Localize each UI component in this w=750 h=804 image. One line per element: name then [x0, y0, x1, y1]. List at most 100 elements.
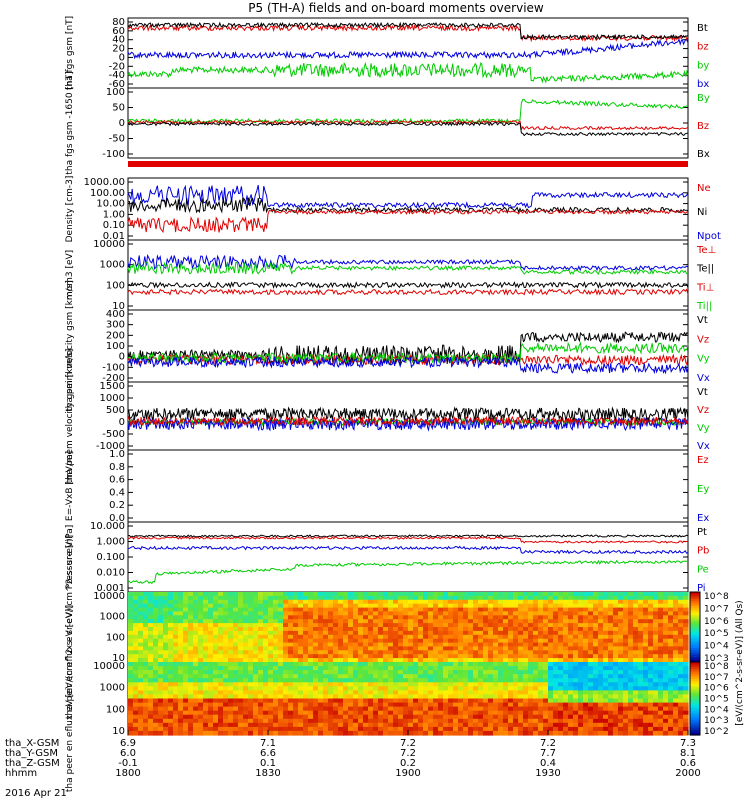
legend-entry: Pb — [697, 546, 709, 557]
y-tick-label: 100 — [106, 280, 125, 291]
trace-By — [127, 98, 689, 125]
x-tick-label: 6.6 — [260, 748, 276, 759]
y-tick-label: 0.2 — [109, 500, 125, 511]
x-tick-label: -0.1 — [118, 758, 138, 769]
y-tick-label: 40 — [112, 35, 125, 46]
colorbar-tick: 10^3 — [704, 716, 729, 726]
y-tick-label: 1.00 — [103, 209, 125, 220]
y-tick-label: 100 — [106, 341, 125, 352]
y-tick-label: 0.001 — [96, 583, 125, 594]
x-tick-label: 6.9 — [120, 738, 136, 749]
y-tick-label: 0.8 — [109, 462, 125, 473]
panel-ylabel: Pressure [nPa] — [65, 525, 75, 590]
y-tick-label: 1000 — [100, 393, 125, 404]
colorbar-tick: 10^2 — [704, 727, 729, 737]
y-tick-label: 10000 — [93, 239, 125, 250]
y-tick-label: 300 — [106, 320, 125, 331]
legend-entry: bx — [697, 79, 709, 90]
y-tick-label: 10 — [112, 301, 125, 312]
y-tick-label: 0.100 — [96, 552, 125, 563]
x-tick-label: 6.0 — [120, 748, 136, 759]
x-tick-label: 1800 — [115, 768, 140, 779]
colorbar-tick: 10^8 — [704, 592, 729, 602]
panel-ylabel: E=-VxB [mV/m] — [65, 451, 75, 521]
x-row-label: tha_X-GSM — [5, 738, 59, 749]
y-tick-label: -100 — [102, 149, 125, 160]
y-tick-label: 0.01 — [103, 231, 125, 242]
legend-entry: Bx — [697, 149, 710, 160]
legend-entry: Ti|| — [696, 301, 712, 312]
y-tick-label: 0 — [119, 52, 125, 63]
y-tick-label: 0 — [119, 118, 125, 129]
colorbar-tick: 10^5 — [704, 695, 729, 705]
trace-vz — [127, 353, 689, 367]
trace-pt — [127, 534, 689, 538]
y-tick-label: 100 — [106, 704, 125, 715]
colorbar: 10^810^710^610^510^410^310^810^710^610^5… — [689, 591, 745, 737]
y-tick-label: 10000 — [93, 661, 125, 672]
y-tick-label: 10 — [112, 726, 125, 737]
y-tick-label: -200 — [102, 373, 125, 384]
y-tick-label: 1500 — [100, 381, 125, 392]
panel-vi: tha peim velocity gsm [km/s] 400300200100… — [65, 280, 710, 412]
x-tick-label: 7.3 — [680, 738, 696, 749]
legend-entry: Ti⊥ — [696, 282, 714, 293]
trace-ti-perp — [127, 253, 689, 272]
legend-entry: Bz — [697, 121, 709, 132]
colorbar-frame — [689, 661, 701, 736]
legend-entry: Pe — [697, 564, 709, 575]
y-tick-label: -100 — [102, 362, 125, 373]
panel-ylabel: tha fgs gsm -1650 [nT] — [65, 71, 75, 174]
legend-entry: bz — [697, 42, 709, 53]
trace-ni — [127, 197, 689, 215]
y-tick-label: 10.00 — [96, 199, 125, 210]
date-label: 2016 Apr 21 — [5, 788, 67, 799]
trace-bx — [127, 37, 689, 60]
x-tick-label: 1930 — [535, 768, 560, 779]
trace-e-vt — [127, 406, 689, 422]
y-tick-label: 0 — [119, 352, 125, 363]
y-tick-label: 0.010 — [96, 568, 125, 579]
y-tick-label: 200 — [106, 330, 125, 341]
y-tick-label: 80 — [112, 17, 125, 28]
trace-e-vx — [127, 416, 689, 432]
y-tick-label: 1000 — [100, 260, 125, 271]
y-tick-label: 100.00 — [90, 188, 125, 199]
y-tick-label: 10.000 — [90, 521, 125, 532]
x-tick-label: 0.1 — [260, 758, 276, 769]
trace-bz — [128, 23, 689, 43]
panel-exb: E=-VxB [mV/m] 1.0 0.8 0.60.4 0.2 0.0 Ez Ey Ex — [65, 449, 709, 524]
panel-ylabel: tha peer en eflux eV [eV/(cm^2-s- sr-eV)… — [65, 605, 75, 792]
legend-entry: Vt — [697, 315, 708, 326]
legend-entry: By — [697, 93, 710, 104]
y-tick-label: 1.0 — [109, 449, 125, 460]
panel-ylabel: mom3 [eV] — [65, 250, 75, 300]
x-tick-label: 1830 — [255, 768, 280, 779]
trace-e-vz — [127, 415, 689, 427]
colorbar-tick: 10^4 — [704, 705, 729, 715]
legend-entry: by — [697, 60, 709, 71]
colorbar-tick: 10^7 — [704, 604, 729, 614]
y-tick-label: -60 — [109, 79, 125, 90]
legend-entry: Te⊥ — [696, 245, 716, 256]
legend-entry: Vy — [697, 423, 710, 434]
y-tick-label: 0.4 — [109, 487, 125, 498]
y-tick-label: 0.6 — [109, 475, 125, 486]
x-tick-label: 2000 — [675, 768, 700, 779]
panel-ylabel: tha peem velocity gsm [km/s] — [65, 349, 75, 484]
legend-entry: Npot — [697, 231, 721, 242]
legend-entry: Vx — [697, 441, 710, 452]
x-tick-label: 1900 — [395, 768, 420, 779]
y-tick-label: -20 — [109, 61, 125, 72]
legend-entry: Te|| — [696, 264, 714, 275]
y-tick-label: 1000.00 — [84, 177, 125, 188]
legend-entry: Pi — [697, 583, 706, 594]
status-bar — [128, 161, 688, 167]
colorbar-tick: 10^4 — [704, 642, 729, 652]
plot-title: P5 (TH-A) fields and on-board moments ov… — [248, 1, 544, 15]
x-tick-label: 0.6 — [680, 758, 696, 769]
colorbar-tick: 10^5 — [704, 629, 729, 639]
y-tick-label: 100 — [106, 87, 125, 98]
trace-ti-par — [127, 261, 688, 275]
legend-entry: Vz — [697, 405, 709, 416]
